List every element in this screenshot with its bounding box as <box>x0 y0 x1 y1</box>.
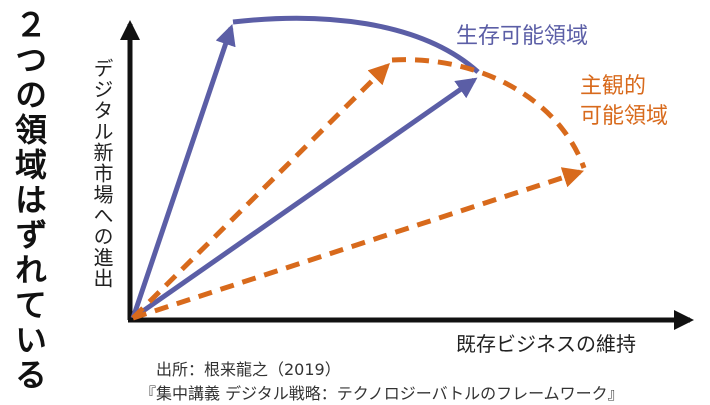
y-axis-label: デジタル新市場への進出 <box>90 58 114 289</box>
subjective-arrow-lower <box>132 167 584 321</box>
survival-arrow-upper <box>130 24 236 319</box>
survival-arrow-lower <box>131 77 478 321</box>
subjective-region-label-line2: 可能領域 <box>580 104 669 129</box>
x-axis-label: 既存ビジネスの維持 <box>456 332 636 356</box>
source-line-2: 『集中講義 デジタル戦略：テクノロジーバトルのフレームワーク』 <box>140 384 624 403</box>
subjective-region-label-line1: 主観的 <box>580 74 647 99</box>
figure-title: ２つの領域はずれている <box>10 8 48 393</box>
subjective-region-boundary <box>391 57 587 169</box>
subjective-region-label: 主観的 可能領域 <box>580 72 668 132</box>
survival-region-boundary <box>232 15 480 74</box>
survival-region-label: 生存可能領域 <box>456 24 589 49</box>
subjective-arrow-upper <box>131 63 390 320</box>
source-line-1: 出所：根来龍之（2019） <box>156 360 341 379</box>
